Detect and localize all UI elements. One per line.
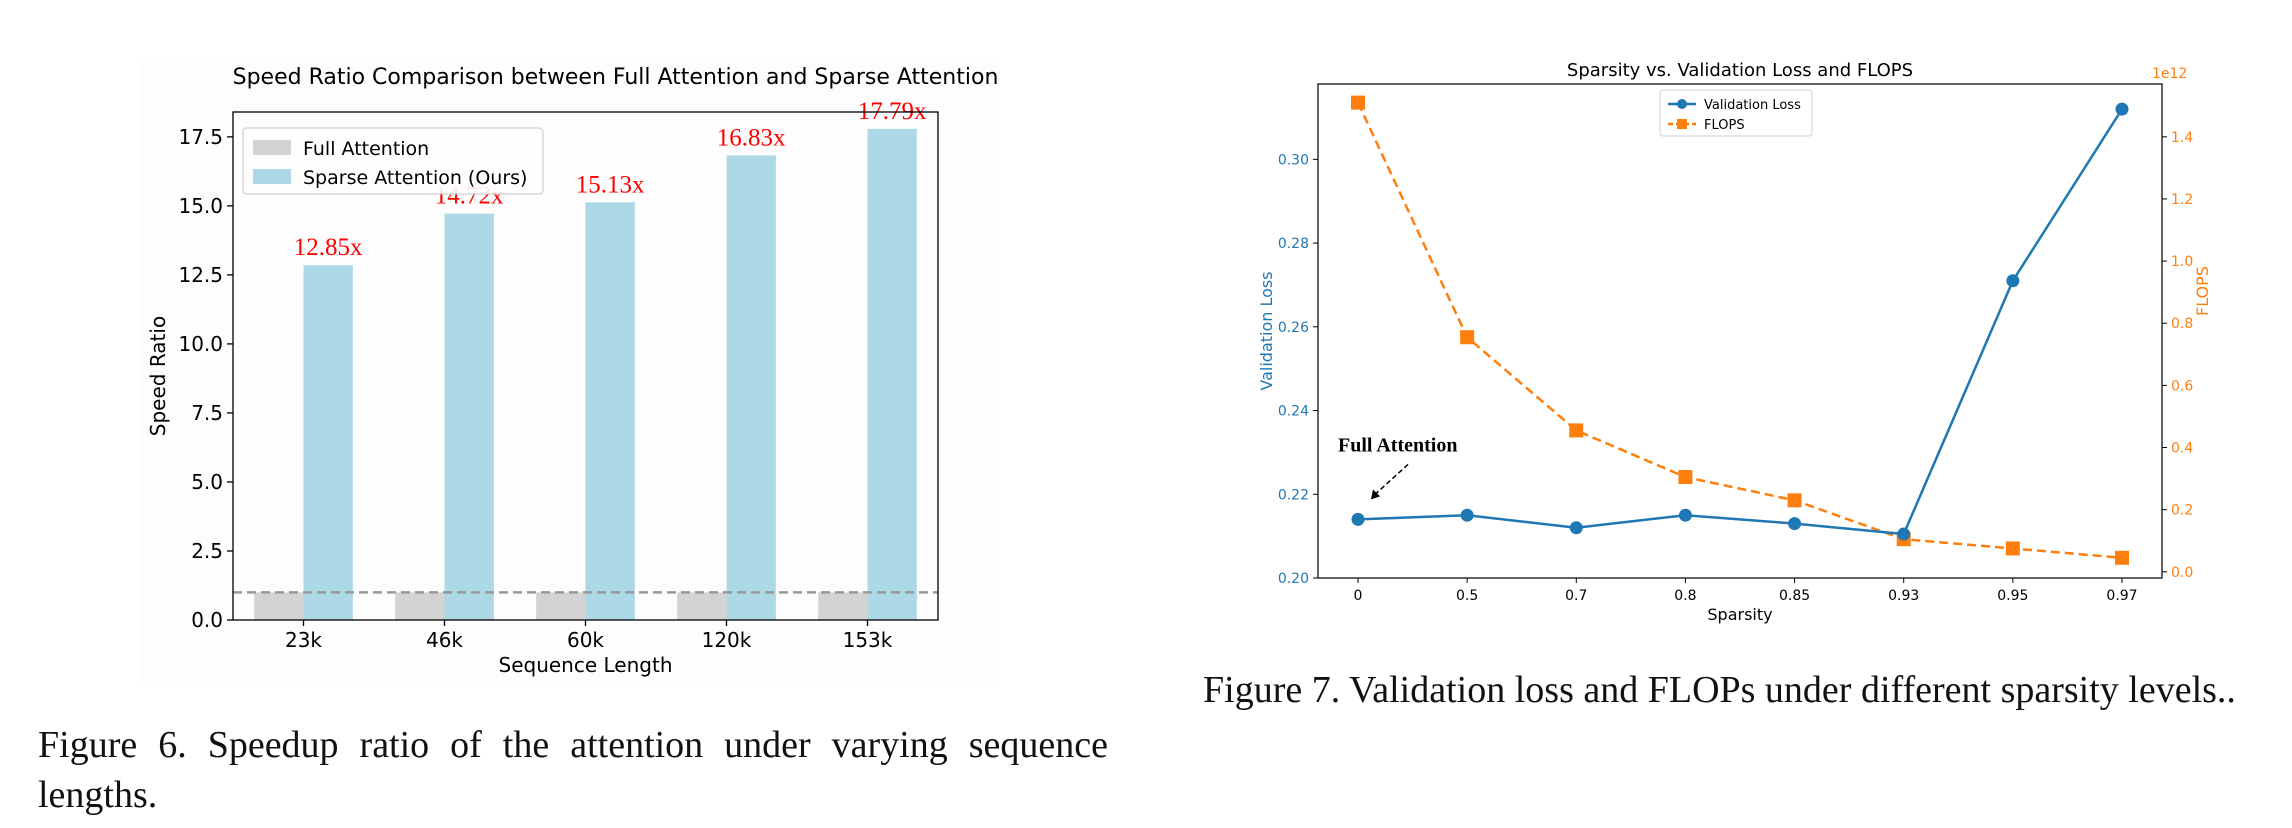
x-tick-label-23k: 23k bbox=[285, 628, 322, 652]
validation-loss-line bbox=[1357, 108, 2124, 536]
speed-ratio-chart: Speed Ratio Comparison between Full Atte… bbox=[140, 58, 1000, 683]
left-tick-label: 0.30 bbox=[1278, 152, 1309, 168]
bar-sparse-153k bbox=[867, 128, 917, 620]
left-tick-label: 0.20 bbox=[1278, 571, 1309, 587]
validation-loss-point-0 bbox=[1351, 512, 1365, 526]
bar-full-60k bbox=[536, 592, 586, 620]
x-tick-label-0.93: 0.93 bbox=[1888, 588, 1919, 604]
validation-loss-point-0.8 bbox=[1678, 508, 1692, 522]
left-tick-label: 0.28 bbox=[1278, 236, 1309, 252]
x-tick-label-0.97: 0.97 bbox=[2106, 588, 2137, 604]
right-axis-label: FLOPS bbox=[2193, 266, 2210, 316]
plot-frame bbox=[232, 111, 939, 621]
flops-point-0.97 bbox=[2115, 550, 2129, 565]
right-axis-multiplier: 1e12 bbox=[2152, 66, 2187, 82]
right-tick-label: 0.2 bbox=[2171, 503, 2193, 519]
x-tick-label-0.85: 0.85 bbox=[1779, 588, 1810, 604]
right-tick-label: 1.2 bbox=[2171, 192, 2193, 208]
flops-line bbox=[1356, 102, 2123, 560]
legend-marker-flops bbox=[1677, 119, 1687, 129]
validation-loss-point-0.93 bbox=[1897, 527, 1911, 541]
legend-label: Full Attention bbox=[303, 138, 429, 160]
y-tick-label: 2.5 bbox=[191, 539, 223, 563]
figure-7-caption: Figure 7. Validation loss and FLOPs unde… bbox=[1203, 669, 2236, 711]
left-tick-label: 0.22 bbox=[1278, 487, 1309, 503]
bar-sparse-46k bbox=[444, 213, 494, 620]
validation-loss-point-0.85 bbox=[1788, 517, 1802, 531]
flops-point-0 bbox=[1351, 95, 1365, 110]
bar-sparse-60k bbox=[585, 202, 635, 620]
x-tick-label-0.8: 0.8 bbox=[1674, 588, 1696, 604]
data-label-153k: 17.79x bbox=[858, 98, 927, 125]
data-label-60k: 15.13x bbox=[576, 171, 645, 198]
annotation-arrow-head bbox=[1371, 489, 1380, 500]
legend-box bbox=[1659, 89, 1813, 137]
x-tick-label-0.7: 0.7 bbox=[1565, 588, 1587, 604]
x-tick-label-120k: 120k bbox=[702, 628, 752, 652]
right-tick-label: 1.0 bbox=[2171, 254, 2193, 270]
flops-point-0.95 bbox=[2005, 541, 2020, 556]
legend-marker-loss bbox=[1677, 99, 1687, 109]
legend-label: Validation Loss bbox=[1704, 98, 1801, 113]
figure-6-caption: Figure 6. Speedup ratio of the attention… bbox=[38, 724, 1108, 816]
x-tick-label-153k: 153k bbox=[843, 628, 893, 652]
chart-title: Sparsity vs. Validation Loss and FLOPS bbox=[1567, 60, 1913, 81]
data-label-120k: 16.83x bbox=[717, 124, 786, 151]
y-tick-label: 15.0 bbox=[178, 194, 223, 218]
annotation-arrow-line bbox=[1373, 463, 1409, 496]
flops-point-0.7 bbox=[1569, 423, 1584, 438]
y-tick-label: 10.0 bbox=[178, 332, 223, 356]
figure-6: Speed Ratio Comparison between Full Atte… bbox=[140, 58, 1000, 683]
bar-full-153k bbox=[818, 592, 868, 620]
left-axis-label: Validation Loss bbox=[1257, 271, 1276, 390]
flops-point-0.8 bbox=[1678, 470, 1693, 485]
validation-loss-point-0.5 bbox=[1460, 508, 1474, 522]
x-axis-label: Sparsity bbox=[1707, 605, 1772, 624]
x-tick-label-0.5: 0.5 bbox=[1456, 588, 1478, 604]
validation-loss-point-0.7 bbox=[1569, 521, 1583, 535]
y-tick-label: 7.5 bbox=[191, 401, 223, 425]
legend-swatch bbox=[253, 169, 291, 184]
chart-title: Speed Ratio Comparison between Full Atte… bbox=[233, 65, 999, 90]
right-tick-label: 0.6 bbox=[2171, 378, 2193, 394]
data-label-23k: 12.85x bbox=[294, 234, 363, 261]
plot-frame bbox=[1317, 83, 2163, 579]
y-tick-label: 5.0 bbox=[191, 470, 223, 494]
y-tick-label: 12.5 bbox=[178, 263, 223, 287]
bar-sparse-23k bbox=[303, 265, 353, 620]
bar-full-23k bbox=[254, 592, 304, 620]
flops-point-0.5 bbox=[1460, 330, 1475, 345]
y-tick-label: 17.5 bbox=[178, 125, 223, 149]
x-tick-label-60k: 60k bbox=[567, 628, 604, 652]
y-axis-label: Speed Ratio bbox=[146, 316, 170, 436]
left-tick-label: 0.26 bbox=[1278, 320, 1309, 336]
right-tick-label: 0.0 bbox=[2171, 565, 2193, 581]
x-tick-label-0.95: 0.95 bbox=[1997, 588, 2028, 604]
right-tick-label: 0.8 bbox=[2171, 316, 2193, 332]
bar-full-46k bbox=[395, 592, 445, 620]
validation-loss-point-0.97 bbox=[2115, 102, 2129, 116]
bar-full-120k bbox=[677, 592, 727, 620]
flops-point-0.85 bbox=[1787, 493, 1802, 508]
right-tick-label: 1.4 bbox=[2171, 130, 2193, 146]
legend-box bbox=[242, 127, 544, 195]
x-tick-label-0: 0 bbox=[1354, 588, 1363, 604]
x-tick-label-46k: 46k bbox=[426, 628, 463, 652]
annotation-text: Full Attention bbox=[1338, 434, 1457, 456]
x-axis-label: Sequence Length bbox=[499, 653, 673, 677]
legend-label: Sparse Attention (Ours) bbox=[303, 167, 527, 189]
left-tick-label: 0.24 bbox=[1278, 404, 1309, 420]
legend-label: FLOPS bbox=[1704, 118, 1745, 133]
figure-7: Sparsity vs. Validation Loss and FLOPS 0.… bbox=[1240, 58, 2212, 638]
y-tick-label: 0.0 bbox=[191, 608, 223, 632]
legend-swatch bbox=[253, 140, 291, 155]
validation-loss-point-0.95 bbox=[2006, 274, 2020, 288]
right-tick-label: 0.4 bbox=[2171, 441, 2193, 457]
sparsity-loss-flops-chart: Sparsity vs. Validation Loss and FLOPS 0.… bbox=[1257, 60, 2212, 624]
bar-sparse-120k bbox=[726, 155, 776, 620]
